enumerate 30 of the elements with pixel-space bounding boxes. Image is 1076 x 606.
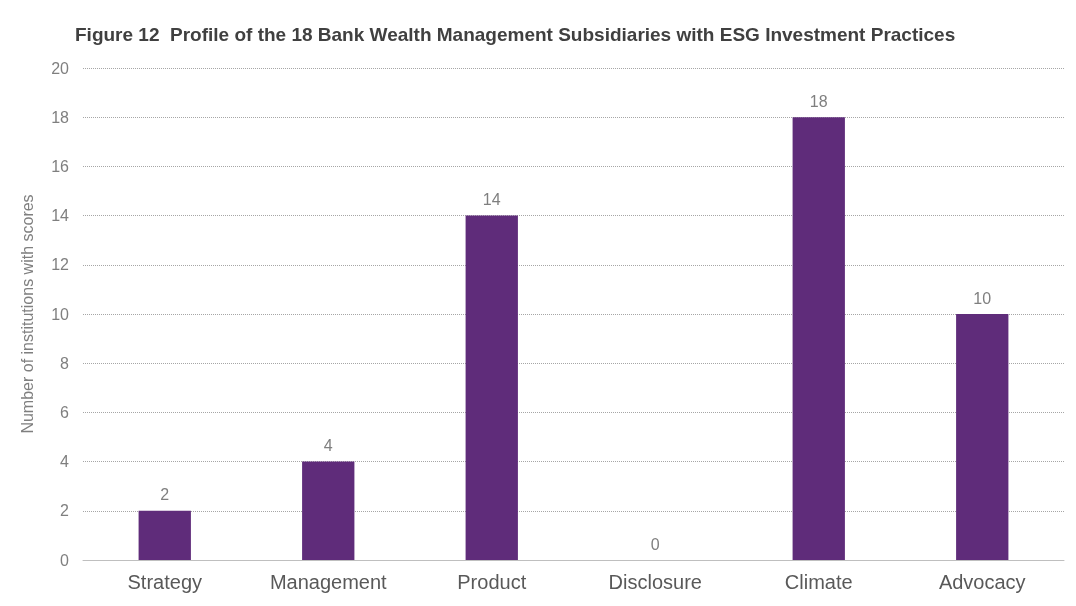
y-tick-label: 20 xyxy=(51,59,70,77)
chart-title: Figure 12 Profile of the 18 Bank Wealth Management Subsidiaries with ESG Investment Practices xyxy=(75,24,956,45)
bar xyxy=(138,510,191,560)
y-tick-label: 10 xyxy=(51,305,70,323)
x-tick-label: Disclosure xyxy=(608,571,702,593)
data-label: 14 xyxy=(482,191,501,209)
bar xyxy=(792,117,845,560)
y-tick-label: 8 xyxy=(60,354,70,372)
y-axis-title: Number of institutions with scores xyxy=(18,194,36,434)
x-tick-label: Product xyxy=(457,571,527,593)
data-label: 18 xyxy=(809,92,828,110)
y-tick-label: 12 xyxy=(51,256,70,274)
y-tick-label: 6 xyxy=(60,403,70,421)
data-label: 2 xyxy=(160,486,170,504)
data-label: 10 xyxy=(973,289,992,307)
y-tick-label: 2 xyxy=(60,502,70,520)
bar xyxy=(465,215,518,560)
bar xyxy=(302,461,355,560)
y-tick-label: 16 xyxy=(51,157,70,175)
data-label: 0 xyxy=(650,535,660,553)
x-tick-label: Management xyxy=(269,571,388,593)
y-tick-label: 4 xyxy=(60,453,70,471)
y-tick-label: 18 xyxy=(51,108,70,126)
x-tick-label: Strategy xyxy=(127,571,202,593)
bar xyxy=(956,314,1009,560)
y-tick-label: 14 xyxy=(51,207,70,225)
x-tick-label: Climate xyxy=(784,571,853,593)
y-tick-label: 0 xyxy=(60,551,70,569)
x-tick-label: Advocacy xyxy=(938,571,1026,593)
data-label: 4 xyxy=(323,437,333,455)
